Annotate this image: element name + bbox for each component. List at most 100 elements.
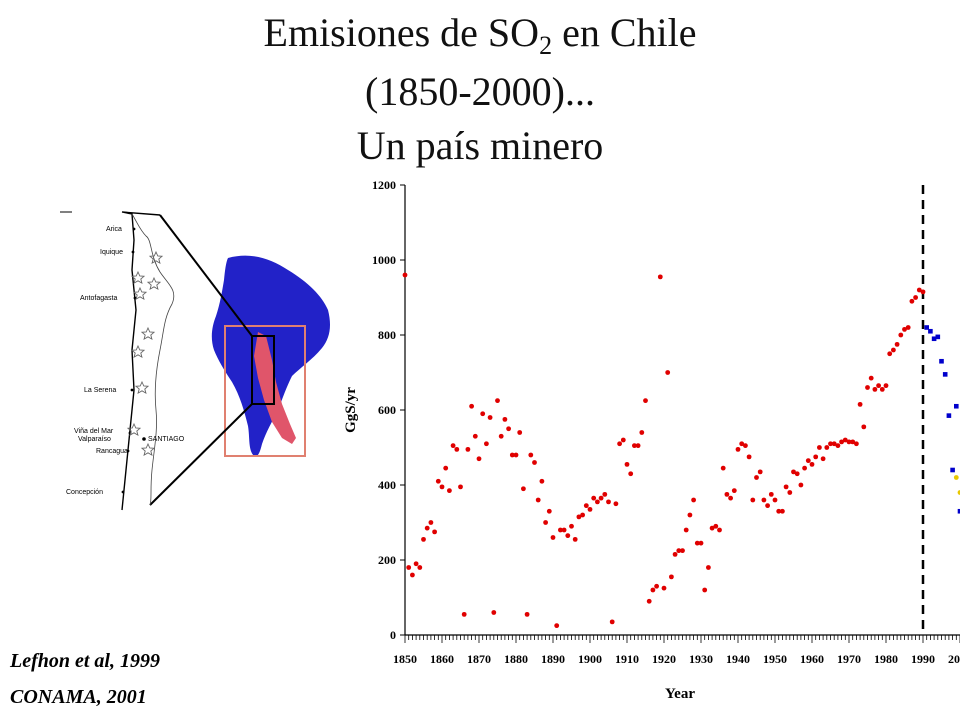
data-point	[739, 441, 745, 447]
x-tick-label: 1880	[504, 652, 528, 666]
data-point	[946, 413, 952, 418]
data-point	[580, 512, 585, 518]
data-point	[521, 486, 526, 492]
mine-star-icon	[140, 326, 156, 341]
data-point	[646, 598, 652, 604]
city-dot-concepcion	[121, 490, 125, 494]
city-vina-del-mar: Viña del Mar	[74, 428, 114, 435]
data-point	[639, 430, 645, 435]
x-axis-label: Year	[665, 686, 695, 702]
data-point	[535, 497, 541, 503]
data-point	[709, 525, 715, 531]
data-point	[410, 572, 415, 578]
data-point	[502, 416, 508, 422]
y-tick-label: 1000	[372, 253, 396, 267]
data-point	[913, 295, 918, 300]
data-point	[691, 497, 696, 503]
data-point	[765, 503, 770, 509]
data-point	[602, 491, 608, 497]
x-tick-label: 1860	[430, 652, 454, 666]
y-tick-label: 400	[378, 478, 396, 492]
data-point	[546, 508, 552, 514]
y-axis-label: GgS/yr	[343, 387, 359, 433]
data-point	[469, 403, 474, 409]
data-point	[813, 454, 819, 460]
data-point	[476, 456, 482, 462]
series-2	[953, 475, 960, 495]
x-tick-label: 1970	[837, 652, 861, 666]
data-point	[757, 469, 763, 475]
data-point	[406, 565, 412, 570]
mine-star-icon	[146, 276, 162, 291]
data-point	[569, 523, 574, 529]
y-tick-label: 200	[378, 553, 396, 567]
data-point	[565, 533, 571, 539]
data-point	[458, 484, 463, 490]
page-title: Emisiones de SO2 en Chile (1850-2000)...…	[0, 6, 960, 173]
city-dot-arica	[132, 227, 136, 231]
data-point	[432, 529, 437, 535]
data-point	[916, 287, 922, 293]
data-point	[450, 443, 456, 449]
x-tick-label: 1980	[874, 652, 898, 666]
city-rancagua: Rancagua	[96, 448, 128, 455]
data-point	[924, 325, 929, 330]
title-line-2: (1850-2000)...	[365, 69, 595, 114]
andes-border	[131, 213, 175, 506]
data-point	[528, 452, 534, 458]
data-point	[883, 383, 889, 389]
data-point	[595, 499, 600, 505]
data-point	[687, 512, 693, 518]
data-point	[413, 561, 419, 567]
data-point	[558, 527, 563, 533]
data-point	[928, 328, 933, 334]
data-point	[935, 334, 941, 340]
series-0	[402, 272, 926, 629]
data-point	[783, 484, 789, 490]
data-point	[717, 527, 722, 533]
chart-axes: 0 200 400 600 800 1000 1200 1850 1860 1870 1880 189…	[372, 178, 960, 666]
data-point	[628, 471, 634, 477]
data-point	[465, 446, 471, 452]
data-point	[435, 478, 441, 484]
data-point	[887, 351, 893, 357]
city-antofagasta: Antofagasta	[80, 295, 117, 302]
data-point	[876, 383, 881, 389]
data-point	[805, 458, 811, 464]
data-point	[802, 465, 807, 471]
data-point	[909, 298, 915, 304]
title-line-1-suffix: en Chile	[552, 10, 697, 55]
city-concepcion: Concepción	[66, 489, 103, 496]
series-1	[924, 325, 960, 514]
data-point	[957, 490, 960, 495]
x-tick-label: 1850	[393, 652, 417, 666]
city-dot-rancagua	[126, 449, 130, 453]
data-point	[498, 433, 504, 439]
data-point	[706, 565, 711, 570]
city-dot-la-serena	[130, 388, 134, 392]
data-point	[517, 430, 523, 435]
data-point	[772, 497, 778, 503]
data-point	[905, 325, 911, 330]
data-point	[735, 446, 741, 452]
data-point	[750, 497, 756, 503]
mine-star-icon	[130, 344, 146, 359]
city-arica: Arica	[106, 226, 122, 233]
x-tick-label: 1920	[652, 652, 676, 666]
data-point	[791, 469, 796, 475]
city-dot-iquique	[131, 250, 135, 254]
data-point	[402, 272, 408, 278]
data-point	[609, 619, 615, 625]
city-valparaiso: Valparaíso	[78, 436, 111, 443]
citation-lefhon: Lefhon et al, 1999	[10, 650, 160, 672]
title-subscript: 2	[539, 31, 553, 60]
data-point	[624, 461, 630, 467]
data-point	[861, 424, 867, 430]
data-point	[513, 452, 519, 458]
data-point	[817, 445, 822, 450]
data-point	[439, 484, 445, 490]
data-point	[865, 385, 870, 390]
mine-star-icon	[126, 422, 142, 437]
data-point	[831, 441, 837, 447]
data-point	[950, 467, 955, 473]
